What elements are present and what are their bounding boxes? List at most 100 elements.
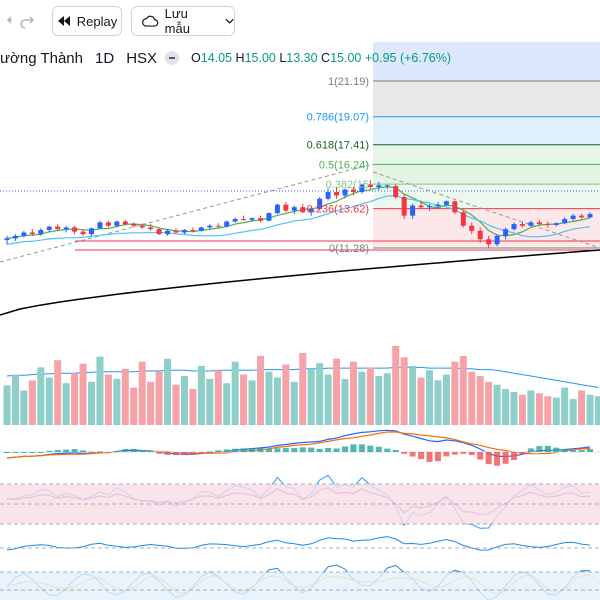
volume-bar	[113, 378, 121, 425]
macd-histogram-bar	[181, 452, 188, 456]
replay-button[interactable]: Replay	[52, 6, 122, 36]
candle-down	[190, 229, 196, 231]
candle-up	[503, 229, 509, 236]
macd-histogram-bar	[265, 448, 272, 452]
candle-up	[359, 184, 365, 193]
close-label: C	[321, 51, 331, 65]
macd-histogram-bar	[367, 445, 374, 452]
candle-down	[122, 221, 128, 225]
macd-histogram-bar	[519, 452, 526, 455]
candle-up	[528, 222, 534, 226]
macd-histogram-bar	[223, 449, 230, 452]
ma-black-line	[0, 249, 600, 316]
cloud-icon	[142, 15, 159, 27]
macd-histogram-bar	[409, 452, 416, 457]
macd-histogram-bar	[139, 450, 146, 452]
macd-histogram-bar	[502, 452, 509, 464]
candle-up	[562, 219, 568, 224]
candle-down	[401, 197, 407, 216]
volume-bar	[400, 357, 408, 425]
macd-histogram-bar	[122, 449, 129, 452]
symbol-name[interactable]: ường Thành	[0, 49, 83, 67]
volume-bar	[493, 384, 501, 425]
macd-histogram-bar	[80, 450, 87, 452]
volume-bar	[561, 387, 569, 425]
candle-up	[63, 227, 69, 230]
volume-bar	[468, 371, 476, 425]
candle-up	[46, 226, 52, 230]
trend-line	[0, 163, 374, 263]
save-template-button[interactable]: Lưu mẫu	[131, 6, 235, 36]
candle-up	[114, 221, 120, 226]
volume-bar	[248, 380, 256, 425]
volume-bar	[28, 380, 36, 425]
candle-up	[410, 205, 416, 216]
fib-level-label: 0.5(16.24)	[319, 159, 369, 171]
top-toolbar: Replay Lưu mẫu	[0, 0, 600, 40]
volume-bar	[459, 355, 467, 425]
open-value: 14.05	[200, 51, 233, 65]
candle-up	[494, 235, 500, 245]
candle-up	[224, 221, 230, 227]
volume-bar	[11, 374, 19, 425]
volume-bar	[595, 396, 600, 425]
macd-histogram-bar	[189, 452, 196, 455]
candle-up	[511, 224, 517, 230]
ohlc-values: O14.05 H15.00 L13.30 C15.00 +0.95 (+6.76…	[191, 51, 451, 65]
candle-down	[418, 205, 424, 208]
symbol-legend: ường Thành 1D HSX O14.05 H15.00 L13.30 C…	[0, 48, 451, 68]
volume-bar	[375, 376, 383, 425]
macd-histogram-bar	[494, 452, 501, 466]
macd-histogram-bar	[29, 452, 36, 453]
macd-histogram-bar	[12, 452, 19, 453]
redo-button[interactable]	[12, 6, 42, 36]
fib-level-label: 0.236(13.62)	[307, 204, 369, 216]
macd-histogram-bar	[54, 449, 61, 452]
volume-bar	[510, 391, 518, 425]
change-value: +0.95 (+6.76%)	[364, 51, 452, 65]
volume-bar	[324, 374, 332, 425]
macd-histogram-bar	[274, 448, 281, 452]
volume-bar	[578, 390, 586, 425]
macd-histogram-bar	[308, 447, 315, 452]
candle-up	[89, 228, 94, 235]
candle-down	[367, 184, 373, 187]
volume-bar	[544, 396, 552, 425]
macd-histogram-bar	[384, 448, 391, 452]
macd-histogram-bar	[468, 452, 475, 455]
volume-bar	[37, 367, 45, 425]
volume-bar	[518, 394, 526, 425]
candle-up	[38, 229, 44, 235]
macd-histogram-bar	[443, 452, 450, 457]
macd-histogram-bar	[451, 452, 458, 455]
macd-histogram-bar	[20, 452, 27, 453]
candle-up	[198, 227, 204, 231]
ma-blue-line	[6, 195, 591, 245]
fib-zone	[373, 116, 600, 145]
macd-histogram-bar	[4, 452, 10, 453]
volume-bar	[62, 383, 70, 425]
candle-down	[131, 224, 137, 226]
volume-bar	[172, 384, 180, 425]
fib-zone	[373, 164, 600, 185]
volume-bar	[54, 360, 62, 425]
fib-zone	[373, 184, 600, 209]
stoch-band	[0, 572, 600, 600]
redo-icon	[20, 16, 35, 29]
open-label: O	[191, 51, 201, 65]
candle-down	[536, 222, 542, 225]
candle-down	[393, 186, 399, 198]
volume-bar	[383, 373, 391, 425]
macd-histogram-bar	[71, 449, 78, 452]
volume-bar	[231, 361, 239, 425]
volume-bar	[307, 368, 315, 425]
interval-label[interactable]: 1D	[95, 49, 115, 67]
macd-histogram-bar	[282, 448, 289, 452]
close-value: 15.00	[330, 51, 362, 65]
macd-histogram-bar	[342, 446, 348, 452]
collapse-legend-icon[interactable]	[165, 51, 180, 65]
candle-up	[21, 232, 27, 236]
candle-up	[308, 208, 314, 213]
candle-down	[545, 224, 551, 226]
